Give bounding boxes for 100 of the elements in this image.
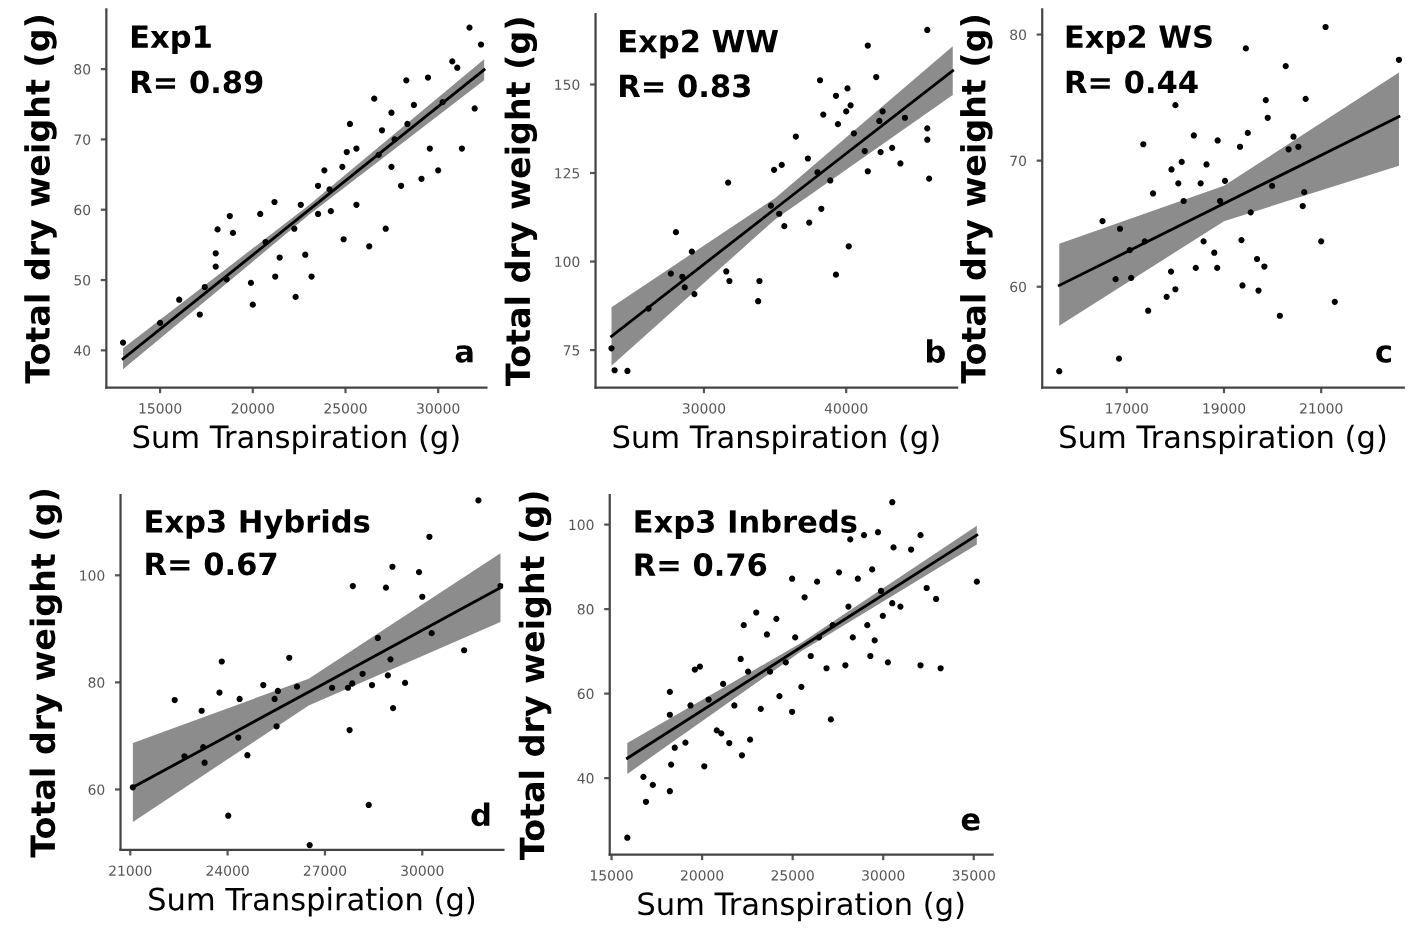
point bbox=[672, 229, 680, 236]
point bbox=[1168, 166, 1175, 173]
text: R= 0.67 bbox=[146, 552, 277, 576]
point bbox=[781, 223, 788, 230]
point bbox=[679, 273, 686, 280]
point bbox=[897, 160, 904, 167]
point bbox=[832, 92, 840, 99]
point bbox=[388, 109, 395, 116]
text: R= 0.83 bbox=[620, 74, 750, 98]
point bbox=[327, 208, 334, 215]
point bbox=[1126, 247, 1133, 254]
point bbox=[314, 182, 322, 189]
point bbox=[804, 155, 812, 162]
point bbox=[1264, 114, 1271, 121]
y-axis-title: Total dry weight (g) bbox=[504, 18, 538, 386]
point bbox=[328, 684, 336, 691]
point bbox=[326, 186, 333, 193]
point bbox=[832, 271, 840, 278]
point bbox=[475, 497, 482, 504]
point bbox=[691, 291, 698, 298]
point bbox=[477, 41, 485, 48]
point bbox=[778, 161, 785, 168]
point bbox=[435, 167, 442, 174]
chart-title: Exp2 WS bbox=[1066, 25, 1212, 55]
point bbox=[624, 367, 631, 375]
point bbox=[1115, 355, 1123, 362]
point bbox=[340, 236, 347, 243]
y-axis-title: Total dry weight (g) bbox=[960, 16, 993, 384]
point bbox=[725, 179, 732, 186]
annotation: e bbox=[961, 813, 980, 831]
point bbox=[924, 136, 931, 143]
point bbox=[286, 654, 293, 661]
point bbox=[262, 238, 269, 246]
y-axis-title: Total dry weight (g) bbox=[24, 16, 57, 384]
annotation: d bbox=[471, 802, 490, 827]
point bbox=[726, 277, 733, 285]
point bbox=[226, 212, 233, 220]
point bbox=[1175, 180, 1182, 187]
point bbox=[419, 593, 426, 600]
point bbox=[879, 108, 886, 115]
point bbox=[1236, 143, 1244, 150]
point bbox=[924, 26, 931, 34]
point bbox=[1190, 132, 1197, 139]
point bbox=[449, 58, 456, 65]
point bbox=[200, 744, 207, 751]
point bbox=[608, 345, 615, 352]
point bbox=[339, 163, 346, 170]
point bbox=[864, 168, 871, 175]
x-axis-title: Sum Transpiration (g) bbox=[1060, 424, 1386, 455]
point bbox=[212, 263, 219, 270]
point bbox=[1331, 298, 1338, 305]
point bbox=[257, 210, 264, 218]
point bbox=[1140, 141, 1147, 148]
point bbox=[271, 198, 278, 206]
annotation: a bbox=[455, 345, 473, 363]
point bbox=[418, 175, 425, 182]
point bbox=[864, 42, 871, 49]
point bbox=[688, 248, 695, 255]
point bbox=[249, 301, 256, 308]
point bbox=[1295, 143, 1302, 150]
point bbox=[157, 319, 164, 327]
point bbox=[924, 125, 931, 132]
point bbox=[1282, 62, 1289, 70]
point bbox=[1172, 102, 1179, 109]
y-axis-title: Total dry weight (g) bbox=[29, 490, 63, 858]
point bbox=[1255, 287, 1262, 294]
point bbox=[216, 689, 223, 696]
point bbox=[1221, 177, 1229, 184]
point bbox=[171, 696, 178, 704]
point bbox=[374, 634, 381, 642]
point bbox=[272, 273, 279, 280]
x-axis-title: Sum Transpiration (g) bbox=[133, 424, 459, 455]
point bbox=[1056, 368, 1063, 375]
point bbox=[877, 149, 884, 156]
point bbox=[274, 687, 281, 695]
point bbox=[1214, 264, 1221, 271]
point bbox=[756, 277, 763, 285]
x-axis-title: Sum Transpiration (g) bbox=[638, 891, 964, 922]
point bbox=[314, 210, 322, 218]
point bbox=[1167, 268, 1175, 275]
point bbox=[346, 726, 353, 734]
point bbox=[344, 684, 352, 691]
point bbox=[119, 339, 127, 346]
point bbox=[1200, 238, 1207, 245]
point bbox=[792, 133, 799, 140]
point bbox=[229, 229, 237, 237]
point bbox=[410, 101, 417, 109]
point bbox=[403, 77, 410, 84]
point bbox=[1262, 97, 1269, 104]
point bbox=[1172, 286, 1179, 293]
point bbox=[1269, 182, 1276, 189]
point bbox=[681, 284, 688, 291]
point bbox=[1214, 137, 1221, 144]
point bbox=[388, 163, 395, 170]
point bbox=[497, 582, 504, 590]
point bbox=[321, 167, 328, 174]
point bbox=[306, 842, 313, 849]
point bbox=[201, 283, 208, 291]
point bbox=[389, 704, 397, 712]
point bbox=[235, 734, 242, 741]
